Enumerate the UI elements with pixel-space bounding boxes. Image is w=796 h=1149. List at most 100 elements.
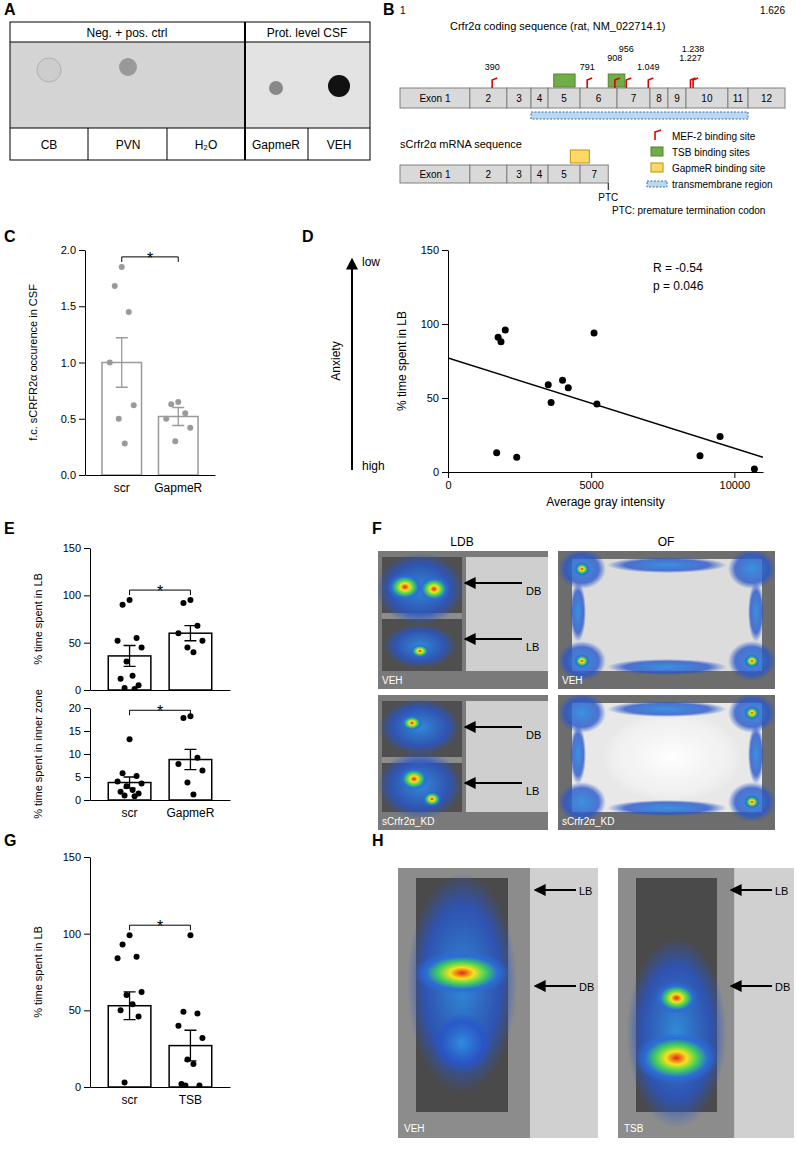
heat-spot — [607, 800, 727, 816]
tick-mark — [591, 472, 592, 478]
heat-spot — [418, 576, 450, 602]
point — [184, 780, 190, 786]
point — [122, 685, 128, 690]
plot-area — [448, 326, 763, 472]
image-label: sCrfr2α_KD — [562, 816, 614, 827]
point — [115, 955, 121, 961]
exon-label: 12 — [761, 93, 773, 104]
axis-title: % time spent in inner zone — [32, 689, 44, 819]
blot-dot — [328, 75, 350, 97]
significance: * — [157, 703, 163, 720]
zone-label: LB — [579, 885, 592, 897]
tick: 150 — [63, 542, 90, 554]
photo — [378, 551, 548, 689]
panel-label: B — [383, 1, 395, 18]
point — [139, 780, 145, 786]
blot-image — [10, 42, 245, 128]
point — [548, 399, 555, 406]
tick-mark — [79, 475, 85, 476]
arrow — [466, 726, 522, 728]
annotation: R = -0.54 — [653, 261, 703, 275]
exon — [507, 88, 531, 108]
tick: scr — [122, 806, 138, 820]
exon — [470, 88, 507, 108]
heat-spot — [626, 938, 726, 1128]
axis-line — [448, 251, 449, 473]
blot-dot — [119, 58, 137, 76]
error-bar — [184, 626, 196, 641]
mef2-site — [693, 78, 698, 88]
heat-spot — [728, 641, 775, 681]
tick-label: 0 — [75, 1081, 81, 1093]
point — [175, 761, 181, 767]
photo — [398, 868, 598, 1138]
legend-swatch — [647, 181, 667, 187]
point — [172, 438, 178, 444]
point — [184, 1056, 190, 1062]
panel-label: A — [4, 1, 16, 18]
tick: 0 — [75, 684, 90, 696]
panel-a: Neg. + pos. ctrlProt. level CSFCBPVNH₂OG… — [10, 22, 370, 160]
tick: 0 — [75, 794, 90, 806]
tick-mark — [84, 800, 90, 801]
axis-title: % time spent in LB — [32, 926, 44, 1018]
image-label: VEH — [382, 675, 403, 686]
photo-region — [466, 557, 548, 671]
tick-mark — [84, 1087, 90, 1088]
tick: 2.0 — [61, 244, 85, 256]
tick-label: 50 — [69, 1004, 81, 1016]
tick-mark — [84, 643, 90, 644]
plot-area — [102, 264, 198, 475]
zone-label: LB — [526, 785, 539, 797]
point — [751, 466, 758, 472]
point — [130, 1001, 136, 1007]
exon-label: 7 — [631, 93, 637, 104]
axis-title: % time spent in LB — [32, 573, 44, 665]
exon — [548, 165, 580, 183]
ptc-mark — [608, 183, 609, 190]
tick: scr — [114, 481, 130, 495]
panel-label: H — [372, 832, 384, 849]
image-label: VEH — [404, 1123, 425, 1134]
significance: * — [157, 918, 163, 935]
heat-spot — [380, 699, 460, 755]
tick: 5000 — [579, 472, 603, 491]
axis-line — [91, 1087, 231, 1088]
image-label: VEH — [562, 675, 583, 686]
tick-mark — [79, 250, 85, 251]
point — [139, 644, 145, 650]
tick-label: GapmeR — [154, 481, 202, 495]
bar-chart: 050100150*% time spent in LB — [32, 542, 231, 696]
exon — [748, 88, 785, 108]
bar-chart: 0.00.51.01.52.0scrGapmeR*f.c. sCRFR2α oc… — [27, 244, 216, 494]
axis-line — [90, 858, 91, 1088]
heat-spot — [574, 562, 590, 576]
mef2-site — [648, 78, 653, 88]
tsb-site — [608, 74, 625, 87]
axis-line — [85, 251, 86, 476]
axis — [91, 690, 231, 691]
significance: * — [157, 583, 163, 600]
axis-title: f.c. sCRFR2α occurence in CSF — [27, 284, 39, 441]
axis: scrGapmeR — [91, 801, 231, 820]
column-label: OF — [658, 535, 675, 549]
tick: 0 — [75, 1081, 90, 1093]
tick-mark — [84, 857, 90, 858]
heat-spot — [378, 751, 462, 819]
point — [502, 326, 509, 333]
tick-label: 100 — [63, 928, 81, 940]
tick-mark — [84, 690, 90, 691]
error-line — [116, 338, 128, 388]
title: Crfr2α coding sequence (rat, NM_022714.1… — [450, 20, 665, 32]
tick-mark — [442, 250, 448, 251]
tick: 100 — [421, 318, 448, 330]
tick: 1.0 — [61, 357, 85, 369]
tick: 0 — [433, 466, 448, 478]
axis: scrTSB — [91, 1088, 231, 1107]
table-line — [308, 128, 309, 160]
point — [124, 659, 130, 665]
tick-mark — [79, 306, 85, 307]
exon — [686, 88, 728, 108]
blot-dot — [37, 58, 61, 82]
exon-label: 8 — [656, 93, 662, 104]
